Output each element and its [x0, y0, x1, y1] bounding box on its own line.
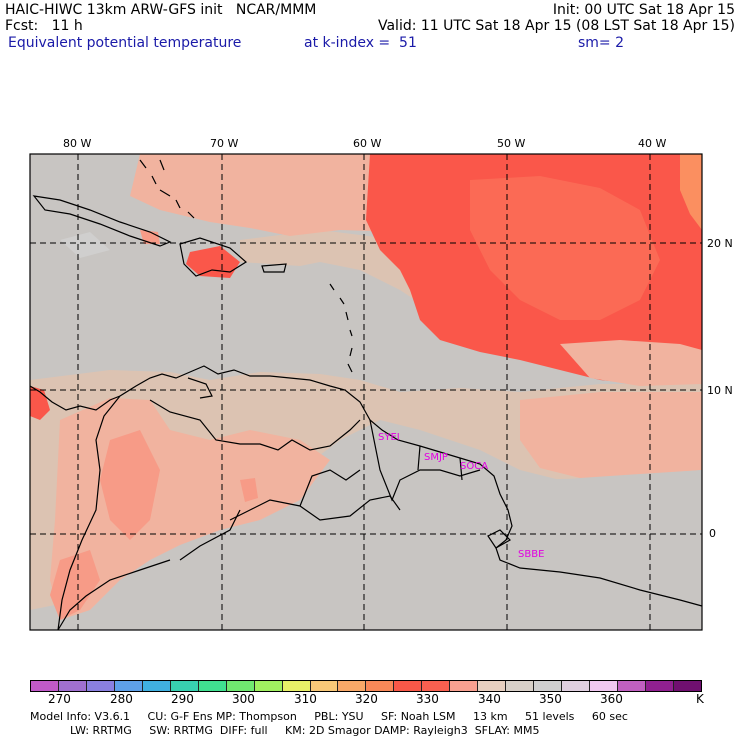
colorbar-swatch — [534, 681, 563, 691]
model-title: HAIC-HIWC 13km ARW-GFS init NCAR/MMM — [5, 2, 317, 18]
colorbar-swatch — [450, 681, 479, 691]
colorbar-swatch — [58, 681, 87, 691]
colorbar-swatch — [142, 681, 171, 691]
lat-label: 20 N — [707, 237, 733, 250]
station-label: SBBE — [518, 549, 544, 560]
colorbar-label: 350 — [539, 692, 562, 706]
colorbar-swatch — [645, 681, 674, 691]
station-label: SOCA — [460, 461, 488, 472]
colorbar-label: 300 — [232, 692, 255, 706]
colorbar-swatch — [478, 681, 507, 691]
colorbar-swatch — [198, 681, 227, 691]
colorbar-swatch — [114, 681, 143, 691]
init-time: Init: 00 UTC Sat 18 Apr 15 — [552, 2, 735, 18]
colorbar-label: 310 — [294, 692, 317, 706]
colorbar-swatch — [86, 681, 115, 691]
lon-label: 50 W — [497, 137, 526, 150]
forecast-hour: Fcst: 11 h — [5, 18, 83, 34]
level-label: at k-index = 51 — [304, 35, 417, 51]
colorbar-swatch — [31, 681, 59, 691]
colorbar-label: 270 — [48, 692, 71, 706]
lon-label: 40 W — [638, 137, 667, 150]
coastlines — [29, 159, 703, 631]
lon-label: 80 W — [63, 137, 92, 150]
colorbar-label: 340 — [478, 692, 501, 706]
colorbar-swatch — [562, 681, 591, 691]
colorbar-swatch — [618, 681, 646, 691]
colorbar-label: 320 — [355, 692, 378, 706]
field-name: Equivalent potential temperature — [8, 35, 242, 51]
colorbar-swatch — [673, 681, 701, 691]
lat-label: 10 N — [707, 384, 733, 397]
smoothing-label: sm= 2 — [578, 35, 625, 51]
colorbar-units: K — [696, 692, 704, 706]
colorbar-swatch — [226, 681, 255, 691]
map-field — [30, 154, 702, 630]
lat-label: 0 — [709, 527, 716, 540]
valid-time: Valid: 11 UTC Sat 18 Apr 15 (08 LST Sat … — [377, 18, 735, 34]
colorbar-swatch — [590, 681, 619, 691]
lon-label: 70 W — [210, 137, 239, 150]
colorbar-label: 280 — [110, 692, 133, 706]
colorbar-swatch — [310, 681, 339, 691]
colorbar-label: 360 — [600, 692, 623, 706]
model-info-line1: Model Info: V3.6.1 CU: G-F Ens MP: Thomp… — [30, 710, 628, 723]
model-info-line2: LW: RRTMG SW: RRTMG DIFF: full KM: 2D Sm… — [70, 724, 540, 737]
lon-label: 60 W — [353, 137, 382, 150]
colorbar-swatch — [170, 681, 199, 691]
colorbar-label: 290 — [171, 692, 194, 706]
station-label: SMJP — [424, 452, 448, 463]
colorbar-swatch — [366, 681, 395, 691]
station-label: SYEI — [378, 432, 400, 443]
colorbar-swatch — [394, 681, 423, 691]
colorbar-swatch — [422, 681, 451, 691]
colorbar-swatch — [282, 681, 311, 691]
map-frame — [29, 153, 703, 631]
colorbar — [30, 680, 702, 692]
graticule — [30, 154, 702, 630]
colorbar-swatch — [254, 681, 283, 691]
colorbar-label: 330 — [416, 692, 439, 706]
colorbar-swatch — [506, 681, 535, 691]
colorbar-swatch — [338, 681, 367, 691]
